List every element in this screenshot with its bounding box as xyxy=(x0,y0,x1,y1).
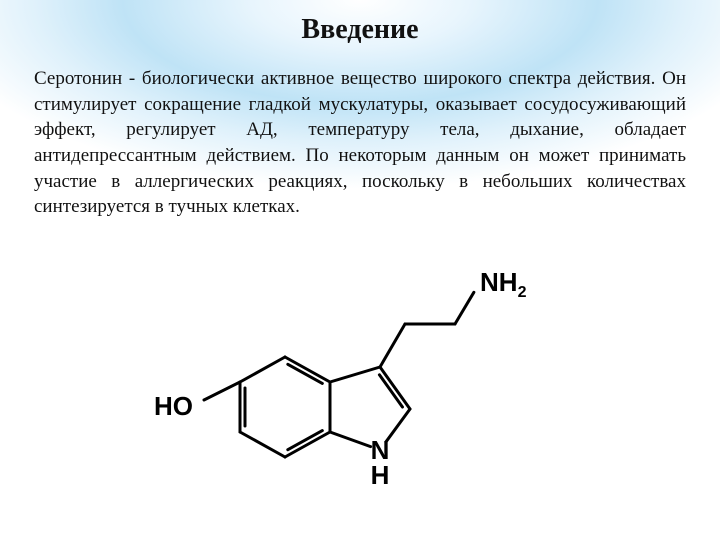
svg-text:H: H xyxy=(371,460,390,490)
svg-text:HO: HO xyxy=(154,391,193,421)
serotonin-structure-icon: HONHNH2 xyxy=(150,262,570,512)
slide-title: Введение xyxy=(0,14,720,46)
slide: Введение Серотонин - биологически активн… xyxy=(0,0,720,540)
slide-body-text: Серотонин - биологически активное вещест… xyxy=(34,66,686,220)
svg-text:NH2: NH2 xyxy=(480,267,527,301)
molecule-figure: HONHNH2 xyxy=(150,262,570,512)
